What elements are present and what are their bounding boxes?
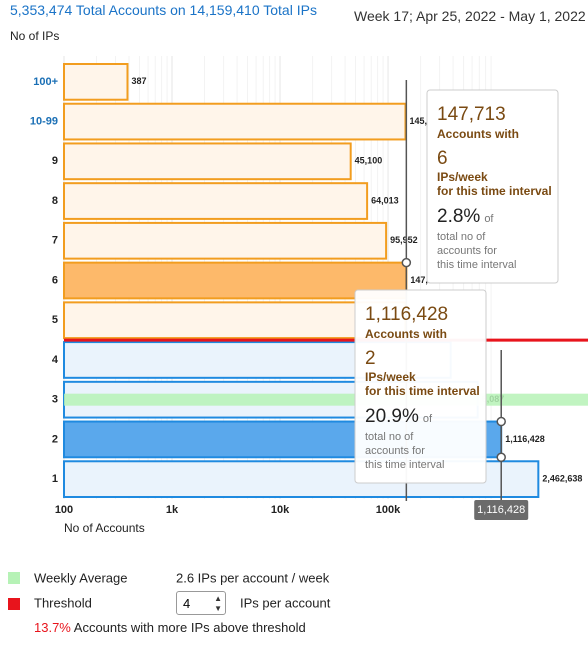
cursor-marker <box>496 416 506 427</box>
bar <box>63 142 352 181</box>
legend-text: 2.6 IPs per account / week <box>176 570 330 585</box>
threshold-swatch <box>8 598 20 610</box>
title: 5,353,474 Total Accounts on 14,159,410 T… <box>10 2 317 18</box>
tooltip-text: for this time interval <box>365 384 480 398</box>
average-band <box>64 393 588 406</box>
pct-text: Accounts with more IPs above threshold <box>74 620 306 635</box>
y-tick-label: 8 <box>52 195 58 207</box>
cursor-marker <box>496 452 506 463</box>
cursor-label-box <box>474 500 529 520</box>
tooltip-text: this time interval <box>437 259 516 271</box>
tooltip-text: accounts for <box>437 245 497 257</box>
tooltip-text: of <box>484 213 494 225</box>
y-tick-label: 10-99 <box>30 115 58 127</box>
tooltip-box <box>426 89 559 284</box>
x-tick-label: 1k <box>166 504 179 516</box>
bar <box>63 182 369 220</box>
y-tick-label: 3 <box>52 394 58 406</box>
y-tick-label: 4 <box>52 354 59 366</box>
tooltip-text: Accounts with <box>365 327 447 341</box>
value-label: 387 <box>131 76 146 86</box>
value-label: 1,116,428 <box>505 434 545 444</box>
tooltip-box <box>354 289 487 484</box>
cursor-label: 1,116,428 <box>477 504 525 516</box>
subtitle: Week 17; Apr 25, 2022 - May 1, 2022 <box>354 8 586 24</box>
chart: No of IPs No of Accounts 100 1k 10k 100k 100… <box>10 29 588 535</box>
tooltip-accounts: 147,713 <box>437 104 506 125</box>
legend: Weekly Average 2.6 IPs per account / wee… <box>8 570 331 635</box>
spin-up[interactable]: ▲ <box>214 594 222 603</box>
tooltip-text: this time interval <box>365 459 444 471</box>
tooltip-ips: 6 <box>437 148 448 169</box>
value-label: 45,100 <box>355 156 383 166</box>
tooltip-pct: 2.8% <box>437 206 480 227</box>
value-label: 147, <box>410 275 428 285</box>
value-label: 95,952 <box>390 235 418 245</box>
tooltip-text: for this time interval <box>437 184 552 198</box>
y-tick-label: 9 <box>52 155 58 167</box>
tooltip-accounts: 1,116,428 <box>365 304 448 325</box>
threshold-input[interactable]: 4 ▲ ▼ <box>176 591 226 615</box>
tooltip-text: Accounts with <box>437 127 519 141</box>
x-tick-label: 100k <box>376 504 401 516</box>
tooltip-text: IPs/week <box>437 170 488 184</box>
legend-label: Weekly Average <box>34 570 127 585</box>
y-tick-label: 6 <box>52 274 58 286</box>
bar <box>63 63 129 101</box>
value-label: 64,013 <box>371 195 399 205</box>
average-swatch <box>8 572 20 584</box>
y-tick-label: 100+ <box>33 76 58 88</box>
threshold-value: 4 <box>183 596 191 611</box>
bar <box>63 102 407 141</box>
tooltip-text: total no of <box>437 231 486 243</box>
y-axis-label: No of IPs <box>10 29 59 43</box>
legend-text: IPs per account <box>240 595 331 610</box>
x-tick-label: 100 <box>55 504 73 516</box>
y-tick-label: 5 <box>52 314 58 326</box>
tooltip-text: of <box>423 413 433 425</box>
tooltip-text: accounts for <box>365 445 425 457</box>
y-tick-label: 1 <box>52 473 58 485</box>
tooltip-pct: 20.9% <box>365 406 419 427</box>
pct-line: 13.7% Accounts with more IPs above thres… <box>34 620 306 635</box>
y-tick-label: 7 <box>52 235 58 247</box>
pct: 13.7% <box>34 620 71 635</box>
tooltip-text: total no of <box>365 431 414 443</box>
y-tick-label: 2 <box>52 433 58 445</box>
tooltip-text: IPs/week <box>365 370 416 384</box>
bar <box>63 301 407 340</box>
bar <box>63 221 388 260</box>
spin-down[interactable]: ▼ <box>214 604 222 613</box>
tooltip-ips: 2 <box>365 348 376 369</box>
x-axis-label: No of Accounts <box>64 521 145 535</box>
value-label: 145, <box>409 116 427 126</box>
cursor-marker <box>401 257 412 268</box>
value-label: 2,462,638 <box>542 474 582 484</box>
legend-label: Threshold <box>34 595 92 610</box>
x-tick-label: 10k <box>271 504 290 516</box>
